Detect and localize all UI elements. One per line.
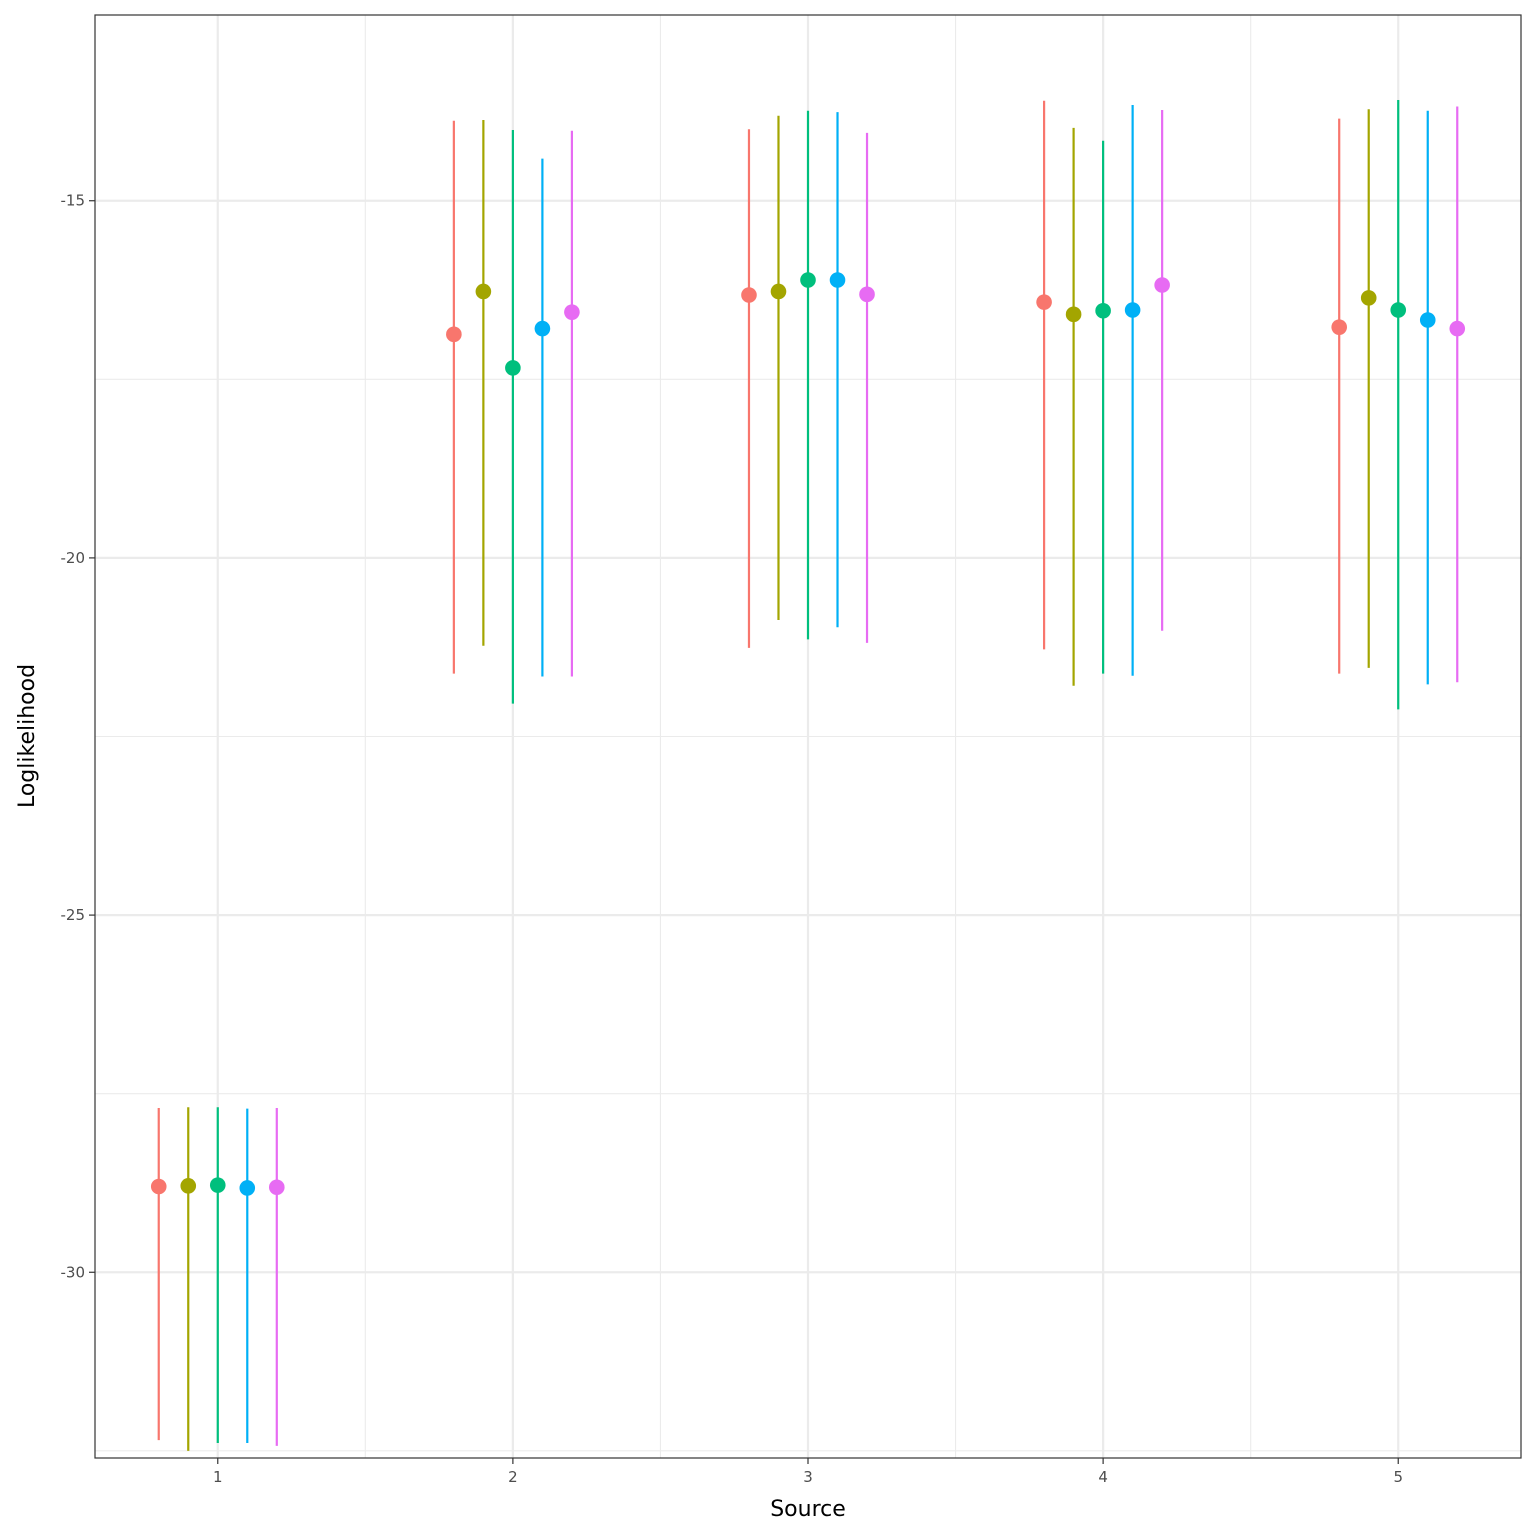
y-tick-label: -15 xyxy=(61,192,86,210)
data-point xyxy=(1036,294,1052,310)
data-point xyxy=(1419,312,1436,328)
x-tick-label: 5 xyxy=(1393,1468,1403,1486)
data-point xyxy=(1390,302,1407,318)
data-marks xyxy=(150,100,1466,1451)
data-point xyxy=(1065,306,1082,323)
x-tick-label: 3 xyxy=(803,1468,813,1486)
data-point xyxy=(1331,319,1348,335)
x-axis-ticks: 1 2 3 4 5 xyxy=(213,1458,1403,1486)
data-point xyxy=(505,360,521,376)
y-tick-label: -25 xyxy=(61,906,86,924)
x-tick-label: 1 xyxy=(213,1468,223,1486)
y-axis-title: Loglikelihood xyxy=(15,664,40,808)
data-point xyxy=(1360,290,1377,306)
data-point xyxy=(1095,302,1111,319)
data-point xyxy=(800,272,816,288)
data-point xyxy=(1124,302,1141,318)
data-point xyxy=(446,326,462,343)
y-tick-label: -30 xyxy=(61,1263,86,1281)
data-point xyxy=(741,287,757,303)
x-tick-label: 2 xyxy=(508,1468,518,1486)
data-point xyxy=(564,304,580,320)
data-point xyxy=(1449,320,1466,337)
data-point xyxy=(534,320,551,337)
x-axis-title: Source xyxy=(770,1497,846,1522)
data-point xyxy=(239,1180,256,1196)
data-point xyxy=(770,283,787,300)
data-point xyxy=(150,1178,167,1195)
x-tick-label: 4 xyxy=(1098,1468,1108,1486)
data-point xyxy=(829,272,846,288)
data-point xyxy=(859,286,875,303)
data-point xyxy=(180,1178,197,1194)
data-point xyxy=(209,1177,226,1193)
data-point xyxy=(475,283,492,300)
data-point xyxy=(1154,277,1170,293)
y-axis-ticks: -15 -20 -25 -30 xyxy=(61,192,95,1281)
data-point xyxy=(268,1179,285,1196)
y-tick-label: -20 xyxy=(61,549,86,567)
